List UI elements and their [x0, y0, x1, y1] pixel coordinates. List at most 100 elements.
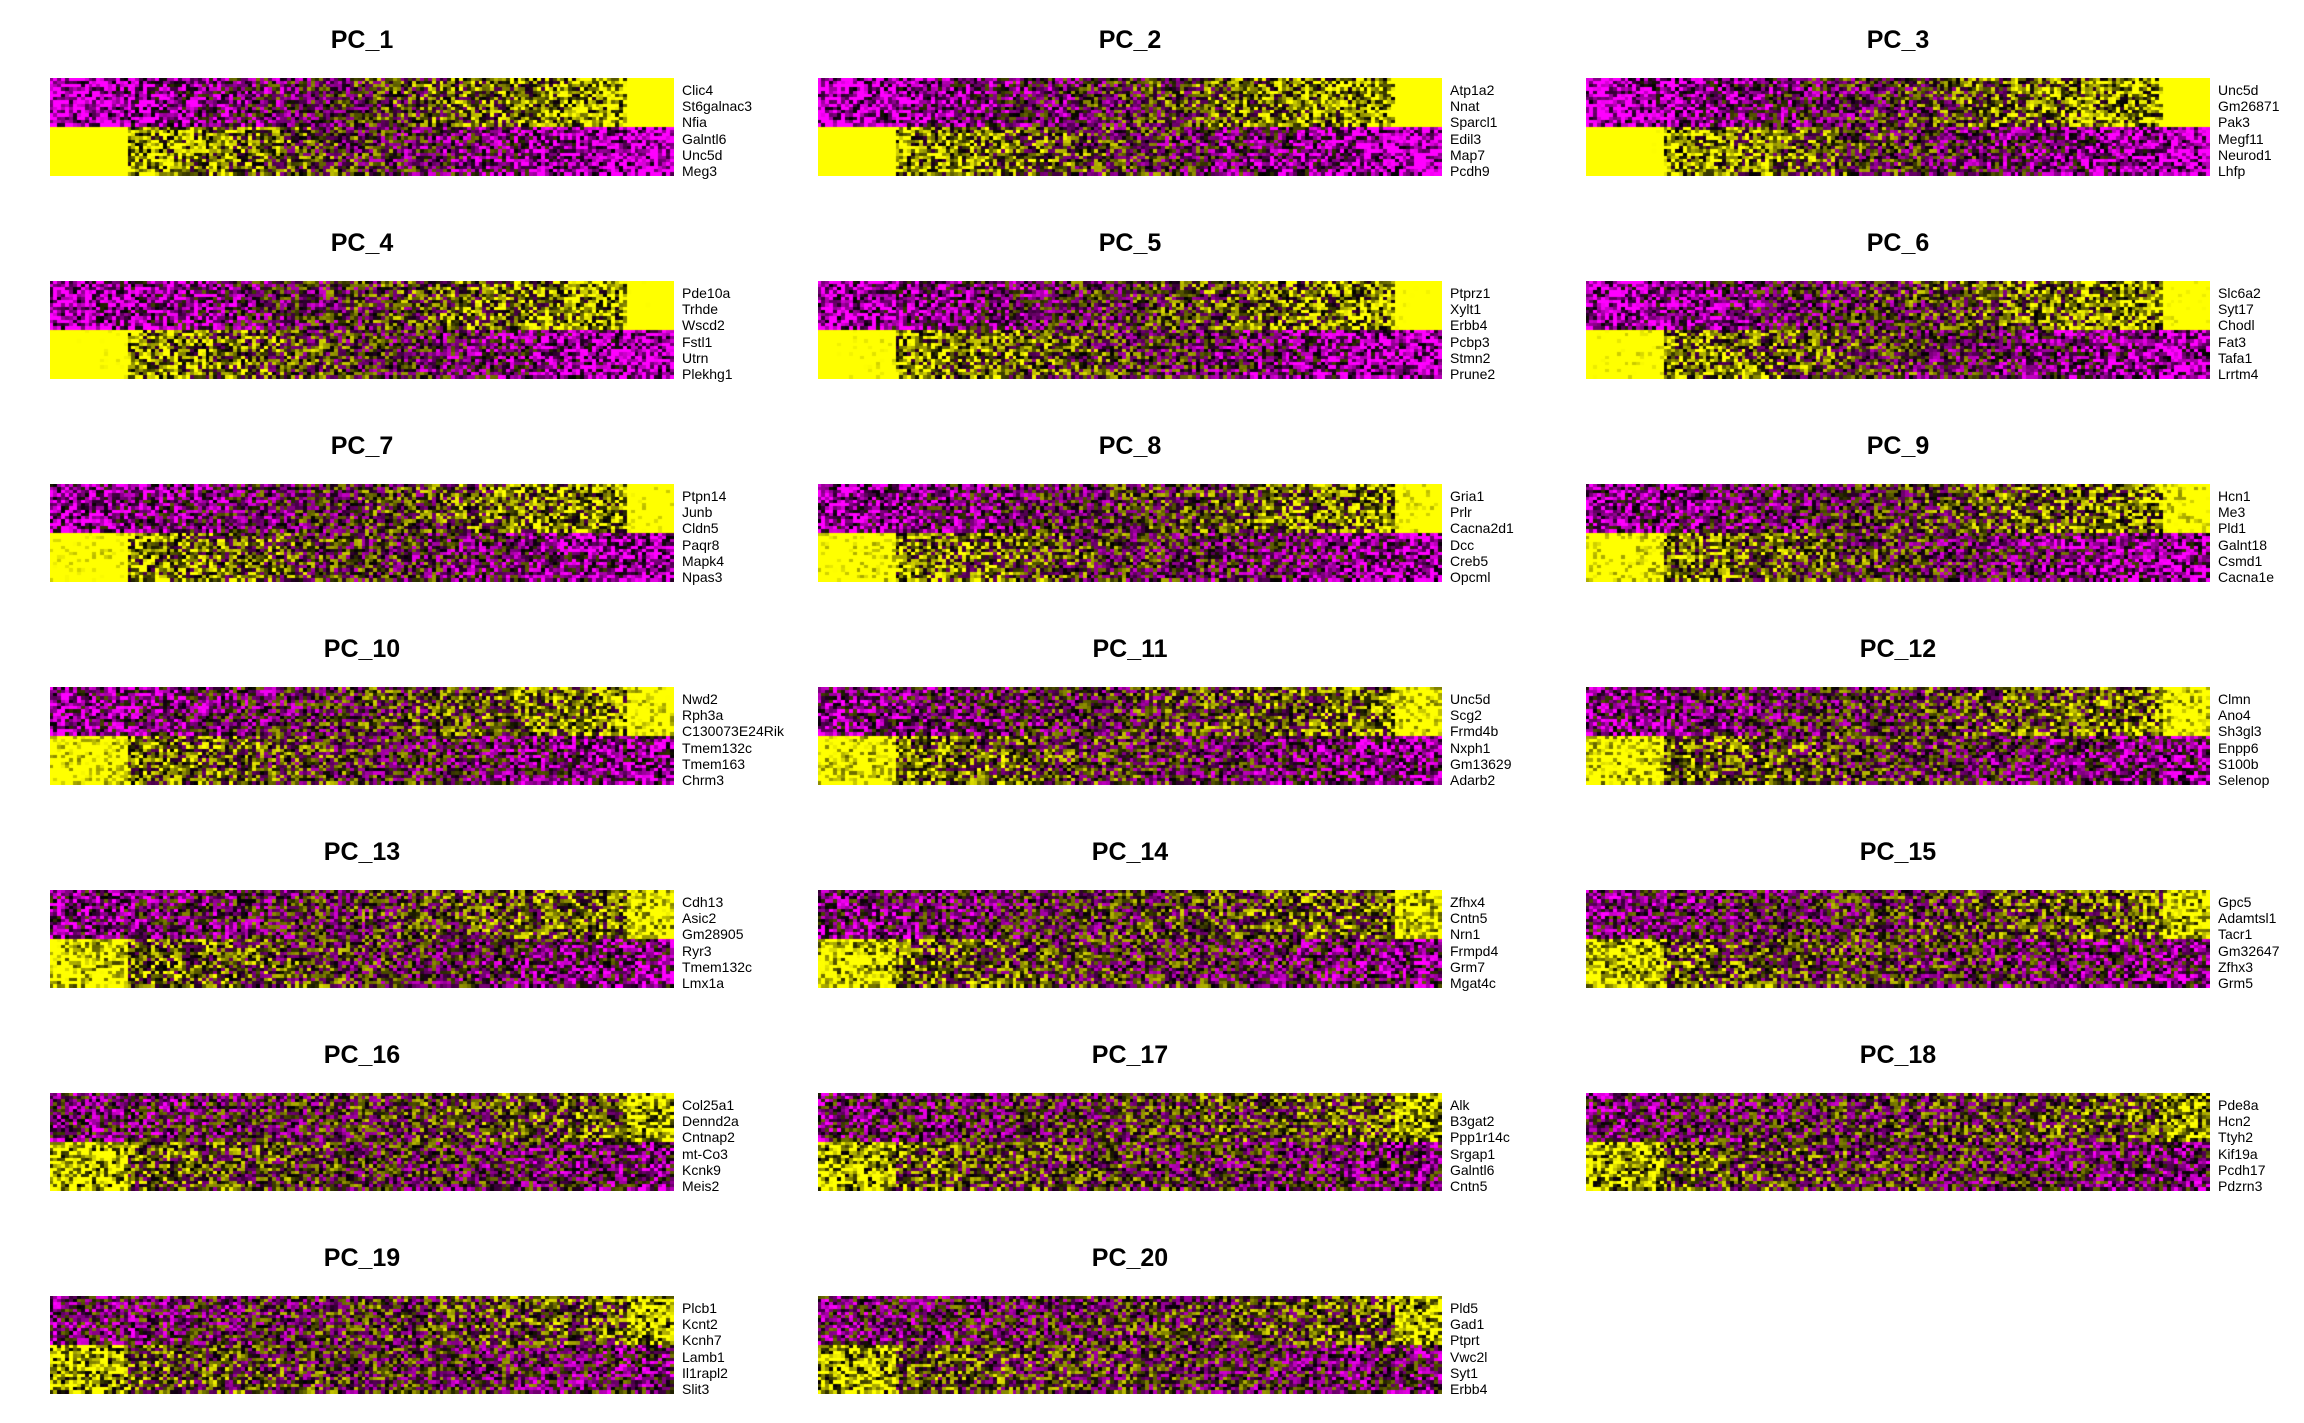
gene-label: Opcml	[1450, 568, 1491, 585]
gene-label: Enpp6	[2218, 739, 2259, 756]
gene-label: Zfhx3	[2218, 958, 2254, 975]
gene-label: Sparcl1	[1450, 114, 1498, 131]
gene-label-list: Clmn Ano4 Sh3gl3 Enpp6 S100b Selenop	[2218, 691, 2304, 788]
gene-label: Ano4	[2218, 707, 2251, 724]
gene-label-list: Ptprz1 Xylt1 Erbb4 Pcbp3 Stmn2 Prune2	[1450, 285, 1538, 382]
gene-label: Ptprt	[1450, 1332, 1480, 1349]
gene-label: Lamb1	[682, 1348, 725, 1365]
heatmap-cells	[818, 78, 1442, 176]
gene-label-list: Clic4 St6galnac3 Nfia Galntl6 Unc5d Meg3	[682, 82, 770, 179]
gene-label: Clmn	[2218, 691, 2251, 707]
gene-label: Cldn5	[682, 520, 719, 537]
gene-label: Nxph1	[1450, 739, 1491, 756]
gene-label-list: Ptpn14 Junb Cldn5 Paqr8 Mapk4 Npas3	[682, 488, 770, 585]
gene-label: Clic4	[682, 82, 714, 98]
gene-label: Gria1	[1450, 488, 1485, 504]
gene-label: Chodl	[2218, 317, 2255, 334]
pc-panel: PC_12 Clmn Ano4 Sh3gl3 Enpp6 S100b Selenop	[1538, 609, 2304, 812]
gene-label-list: Gria1 Prlr Cacna2d1 Dcc Creb5 Opcml	[1450, 488, 1538, 585]
pc-panel: PC_19 Plcb1 Kcnt2 Kcnh7 Lamb1 Il1rapl2 Slit3	[2, 1218, 770, 1421]
gene-label-list: Unc5d Scg2 Frmd4b Nxph1 Gm13629 Adarb2	[1450, 691, 1538, 788]
pc-panel: PC_9 Hcn1 Me3 Pld1 Galnt18 Csmd1 Cacna1e	[1538, 406, 2304, 609]
gene-label: Fat3	[2218, 333, 2247, 350]
gene-label: Utrn	[682, 349, 709, 366]
gene-label: Creb5	[1450, 552, 1489, 569]
gene-label: Pdzrn3	[2218, 1177, 2263, 1194]
pc-panel: PC_15 Gpc5 Adamtsl1 Tacr1 Gm32647 Zfhx3 Grm5	[1538, 812, 2304, 1015]
gene-label: Dennd2a	[682, 1113, 739, 1130]
gene-label: Mapk4	[682, 552, 725, 569]
gene-label: Map7	[1450, 146, 1486, 163]
heatmap-cells	[1586, 281, 2210, 379]
heatmap-cells	[50, 890, 674, 988]
gene-label: Syt17	[2218, 301, 2254, 318]
gene-label-list: Unc5d Gm26871 Pak3 Megf11 Neurod1 Lhfp	[2218, 82, 2304, 179]
gene-label: Hcn2	[2218, 1113, 2251, 1130]
panel-title: PC_7	[330, 432, 394, 460]
panel-title: PC_5	[1098, 229, 1162, 257]
gene-label: Gad1	[1450, 1316, 1485, 1333]
gene-label: Meg3	[682, 162, 718, 179]
gene-label: Cacna1e	[2218, 568, 2275, 585]
heatmap-cells	[50, 484, 674, 582]
panel-title: PC_14	[1091, 838, 1169, 866]
gene-label: Asic2	[682, 910, 717, 927]
panel-title: PC_6	[1866, 229, 1930, 257]
gene-label-list: Slc6a2 Syt17 Chodl Fat3 Tafa1 Lrrtm4	[2218, 285, 2304, 382]
gene-label: Unc5d	[1450, 691, 1491, 707]
pc-panel: PC_2 Atp1a2 Nnat Sparcl1 Edil3 Map7 Pcdh9	[770, 0, 1538, 203]
heatmap-cells	[1586, 687, 2210, 785]
panel-title: PC_18	[1859, 1041, 1937, 1069]
pc-panel: PC_17 Alk B3gat2 Ppp1r14c Srgap1 Galntl6 Cntn5	[770, 1015, 1538, 1218]
pc-panel: PC_11 Unc5d Scg2 Frmd4b Nxph1 Gm13629 Adarb2	[770, 609, 1538, 812]
heatmap-cells	[818, 281, 1442, 379]
gene-label: Gm13629	[1450, 755, 1512, 772]
gene-label: Chrm3	[682, 771, 725, 788]
gene-label: Kif19a	[2218, 1145, 2258, 1162]
gene-label: Pcdh17	[2218, 1161, 2266, 1178]
heatmap-cells	[818, 687, 1442, 785]
gene-label: Slit3	[682, 1380, 710, 1397]
gene-label: Kcnh7	[682, 1332, 722, 1349]
heatmap-cells	[818, 890, 1442, 988]
gene-label: Selenop	[2218, 771, 2270, 788]
gene-label: Frmpd4	[1450, 942, 1499, 959]
gene-label: C130073E24Rik	[682, 723, 784, 740]
gene-label: Srgap1	[1450, 1145, 1496, 1162]
gene-label: Pde8a	[2218, 1097, 2259, 1113]
gene-label: Prune2	[1450, 365, 1496, 382]
gene-label-list: Hcn1 Me3 Pld1 Galnt18 Csmd1 Cacna1e	[2218, 488, 2304, 585]
gene-label: Tacr1	[2218, 926, 2253, 943]
gene-label: Galnt18	[2218, 536, 2268, 553]
pc-panel: PC_13 Cdh13 Asic2 Gm28905 Ryr3 Tmem132c Lmx1a	[2, 812, 770, 1015]
pc-panel: PC_7 Ptpn14 Junb Cldn5 Paqr8 Mapk4 Npas3	[2, 406, 770, 609]
gene-label: B3gat2	[1450, 1113, 1495, 1130]
pc-panel: PC_14 Zfhx4 Cntn5 Nrn1 Frmpd4 Grm7 Mgat4c	[770, 812, 1538, 1015]
pc-panel: PC_18 Pde8a Hcn2 Ttyh2 Kif19a Pcdh17 Pdzrn3	[1538, 1015, 2304, 1218]
panel-title: PC_9	[1866, 432, 1930, 460]
gene-label: Scg2	[1450, 707, 1482, 724]
gene-label: mt-Co3	[682, 1145, 728, 1162]
gene-label: Kcnt2	[682, 1316, 718, 1333]
gene-label: Zfhx4	[1450, 894, 1486, 910]
heatmap-cells	[50, 78, 674, 176]
gene-label-list: Atp1a2 Nnat Sparcl1 Edil3 Map7 Pcdh9	[1450, 82, 1538, 179]
gene-label: Npas3	[682, 568, 723, 585]
gene-label: Rph3a	[682, 707, 724, 724]
gene-label-list: Zfhx4 Cntn5 Nrn1 Frmpd4 Grm7 Mgat4c	[1450, 894, 1538, 991]
heatmap-cells	[818, 1093, 1442, 1191]
gene-label: Kcnk9	[682, 1161, 721, 1178]
panel-title: PC_17	[1091, 1041, 1169, 1069]
gene-label: Pld1	[2218, 520, 2247, 537]
panel-title: PC_8	[1098, 432, 1162, 460]
panel-title: PC_1	[330, 26, 394, 54]
gene-label: St6galnac3	[682, 98, 753, 115]
gene-label-list: Plcb1 Kcnt2 Kcnh7 Lamb1 Il1rapl2 Slit3	[682, 1300, 770, 1397]
gene-label: Ppp1r14c	[1450, 1129, 1510, 1146]
gene-label: Mgat4c	[1450, 974, 1496, 991]
pc-panel: PC_10 Nwd2 Rph3a C130073E24Rik Tmem132c Tmem1…	[2, 609, 784, 812]
gene-label: Csmd1	[2218, 552, 2263, 569]
gene-label: Cntn5	[1450, 1177, 1488, 1194]
gene-label: Junb	[682, 504, 713, 521]
pc-panel: PC_8 Gria1 Prlr Cacna2d1 Dcc Creb5 Opcml	[770, 406, 1538, 609]
